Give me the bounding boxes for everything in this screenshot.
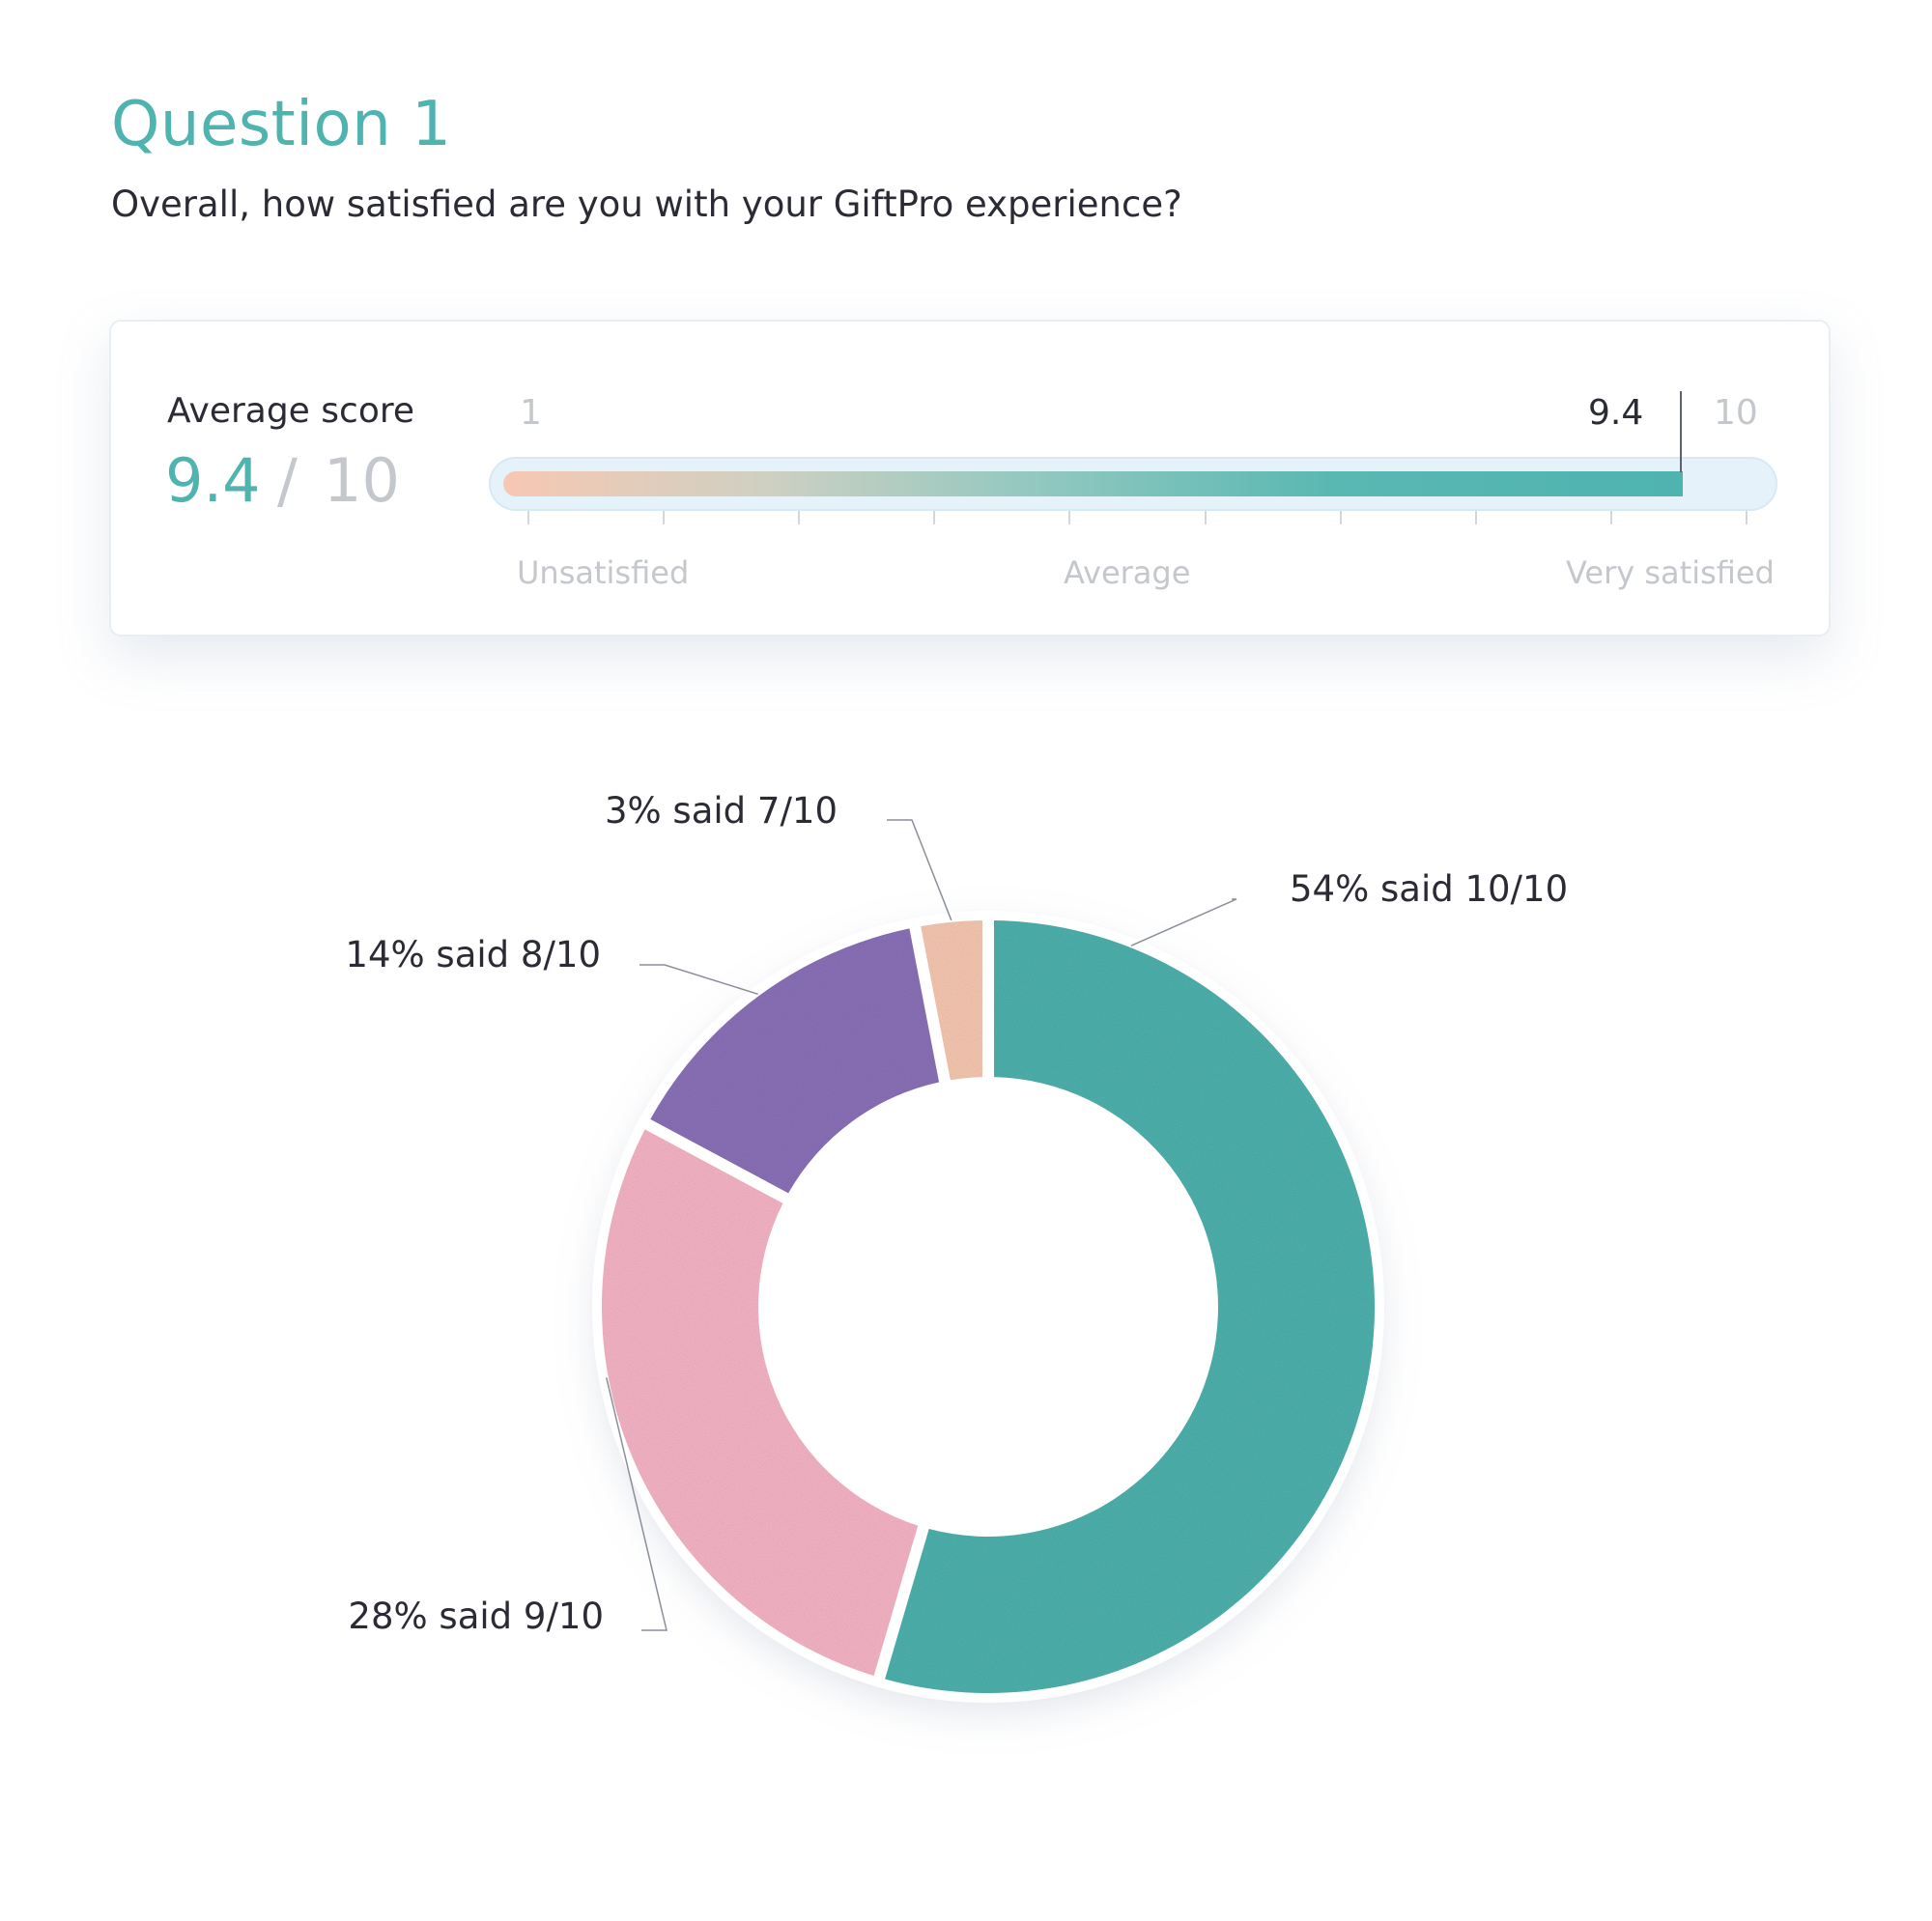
donut-slice-8-of-10 xyxy=(650,928,940,1194)
donut-slice-10-of-10 xyxy=(885,920,1375,1693)
scale-tick xyxy=(933,511,936,524)
leader-line xyxy=(639,964,758,995)
scale-high-label: Very satisfied xyxy=(1566,554,1775,591)
scale-tick xyxy=(1339,511,1342,524)
slice-label: 3% said 7/10 xyxy=(605,790,838,832)
score-marker xyxy=(1679,391,1682,472)
slice-label: 54% said 10/10 xyxy=(1290,868,1568,910)
scale-min-label: 1 xyxy=(520,393,542,433)
scale-score-label: 9.4 xyxy=(1588,393,1644,433)
scale-max-label: 10 xyxy=(1714,393,1758,433)
scale-tick xyxy=(1068,511,1071,524)
donut-slice-7-of-10 xyxy=(921,920,983,1081)
score-track xyxy=(489,457,1777,511)
scale-low-label: Unsatisfied xyxy=(517,554,690,591)
scale-tick xyxy=(798,511,801,524)
average-score-value: 9.4 xyxy=(165,445,261,516)
scale-tick xyxy=(1746,511,1747,524)
scale-tick xyxy=(663,511,666,524)
scale-tick xyxy=(1474,511,1477,524)
leader-line xyxy=(1130,898,1237,946)
average-score-card: Average score 9.4 / 10 1 9.4 10 Unsatisf… xyxy=(109,320,1831,636)
scale-tick xyxy=(527,511,529,524)
scale-tick xyxy=(1204,511,1207,524)
question-title: Question 1 xyxy=(111,89,452,160)
scale-tick xyxy=(1609,511,1612,524)
slice-label: 28% said 9/10 xyxy=(348,1596,604,1637)
leader-line xyxy=(606,1377,668,1631)
average-score-label: Average score xyxy=(167,391,415,431)
scale-mid-label: Average xyxy=(1064,554,1191,591)
question-text: Overall, how satisfied are you with your… xyxy=(111,184,1182,225)
average-score-separator: / xyxy=(277,445,298,516)
score-fill xyxy=(503,471,1683,496)
donut-slice-9-of-10 xyxy=(601,1129,919,1677)
leader-line xyxy=(887,819,952,921)
average-score-max: 10 xyxy=(324,445,400,516)
slice-label: 14% said 8/10 xyxy=(345,934,601,975)
